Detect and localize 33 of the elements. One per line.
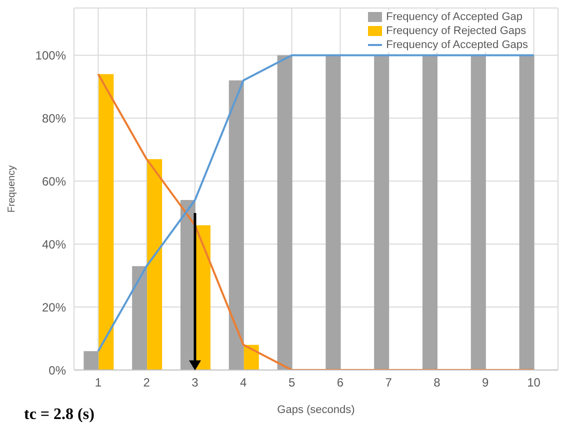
bar	[374, 55, 390, 370]
x-tick-label: 5	[288, 376, 296, 390]
y-axis-title: Frequency	[6, 165, 18, 213]
x-tick-label: 4	[240, 376, 248, 390]
x-axis-title: Gaps (seconds)	[277, 404, 355, 416]
bar	[98, 74, 114, 370]
bar	[228, 80, 244, 370]
x-tick-label: 10	[527, 376, 541, 390]
y-tick-label: 60%	[42, 174, 66, 188]
y-tick-label: 100%	[35, 48, 66, 62]
bar	[132, 266, 148, 370]
x-tick-label: 3	[192, 376, 199, 390]
bar	[326, 55, 341, 370]
bar	[277, 55, 292, 370]
x-tick-label: 9	[482, 376, 490, 390]
x-tick-label: 2	[143, 376, 150, 390]
legend-label: Frequency of Rejected Gaps	[386, 24, 526, 38]
text: tc = 2.8 (s)	[24, 406, 94, 424]
bar	[519, 55, 534, 370]
legend-label: Frequency of Accepted Gap	[386, 10, 522, 24]
legend-label: Frequency of Accepted Gaps	[386, 38, 528, 52]
y-tick-label: 20%	[42, 300, 66, 314]
y-tick-label: 80%	[42, 111, 66, 126]
x-tick-label: 6	[336, 376, 344, 390]
bar	[147, 159, 162, 370]
y-tick-label: 40%	[42, 237, 66, 252]
bar	[84, 351, 99, 370]
bar	[470, 55, 486, 370]
bar	[422, 55, 438, 370]
y-tick-label: 0%	[48, 363, 66, 378]
x-tick-label: 1	[94, 376, 102, 390]
x-tick-label: 7	[385, 376, 392, 390]
x-tick-label: 8	[434, 376, 441, 390]
